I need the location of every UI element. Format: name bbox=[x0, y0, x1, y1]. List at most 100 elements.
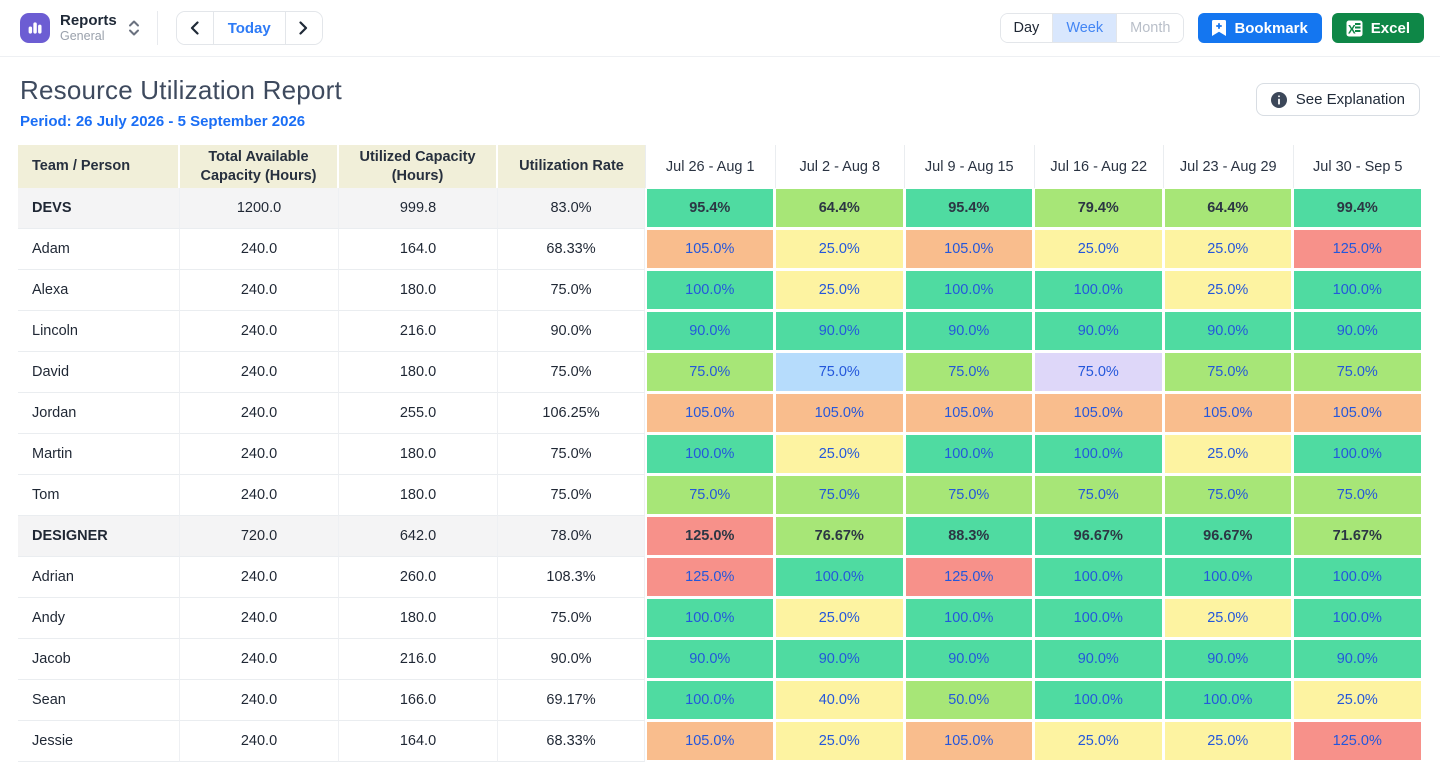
utilization-value: 100.0% bbox=[1294, 435, 1421, 473]
utilization-value: 100.0% bbox=[1294, 271, 1421, 309]
table-body: DEVS 1200.0 999.8 83.0% 95.4% 64.4% 95.4% 79.4%… bbox=[18, 188, 1422, 762]
utilization-week-cell: 90.0% bbox=[1163, 311, 1293, 352]
utilization-value: 75.0% bbox=[905, 353, 1032, 391]
excel-export-button[interactable]: X Excel bbox=[1331, 13, 1424, 43]
utilization-value: 25.0% bbox=[776, 599, 903, 637]
utilization-week-cell: 100.0% bbox=[1033, 598, 1163, 639]
info-icon bbox=[1270, 91, 1287, 108]
view-mode-month[interactable]: Month bbox=[1116, 14, 1184, 42]
utilization-value: 25.0% bbox=[1164, 722, 1291, 760]
utilization-value: 125.0% bbox=[1294, 722, 1421, 760]
total-value: 720.0 bbox=[180, 516, 339, 557]
column-header: Utilized Capacity (Hours) bbox=[339, 145, 498, 188]
utilization-value: 25.0% bbox=[1164, 435, 1291, 473]
team-person-name: Tom bbox=[18, 475, 180, 516]
utilization-value: 90.0% bbox=[905, 312, 1032, 350]
utilization-week-cell: 90.0% bbox=[1033, 311, 1163, 352]
utilization-week-cell: 76.67% bbox=[774, 516, 904, 557]
utilization-value: 96.67% bbox=[1035, 517, 1162, 555]
utilized-value: 166.0 bbox=[339, 680, 498, 721]
date-navigation: Today bbox=[175, 11, 323, 45]
report-switcher-chevron-icon[interactable] bbox=[127, 19, 141, 37]
utilization-week-cell: 125.0% bbox=[1292, 721, 1422, 762]
utilization-value: 105.0% bbox=[646, 394, 773, 432]
utilization-value: 90.0% bbox=[905, 640, 1032, 678]
utilization-value: 90.0% bbox=[776, 640, 903, 678]
utilization-week-cell: 99.4% bbox=[1292, 188, 1422, 229]
previous-period-button[interactable] bbox=[176, 12, 213, 44]
utilization-value: 100.0% bbox=[905, 599, 1032, 637]
team-person-name: Andy bbox=[18, 598, 180, 639]
utilization-week-cell: 64.4% bbox=[774, 188, 904, 229]
utilization-value: 100.0% bbox=[646, 435, 773, 473]
bookmark-plus-icon bbox=[1212, 20, 1227, 36]
utilization-value: 75.0% bbox=[1164, 476, 1291, 514]
person-row: Adrian 240.0 260.0 108.3% 125.0% 100.0% 125.0%… bbox=[18, 557, 1422, 598]
utilization-week-cell: 100.0% bbox=[1033, 557, 1163, 598]
utilization-week-cell: 79.4% bbox=[1033, 188, 1163, 229]
utilization-value: 90.0% bbox=[646, 312, 773, 350]
utilization-week-cell: 25.0% bbox=[1033, 721, 1163, 762]
utilization-value: 75.0% bbox=[646, 353, 773, 391]
utilization-value: 100.0% bbox=[1294, 558, 1421, 596]
utilization-week-cell: 105.0% bbox=[1033, 393, 1163, 434]
view-mode-day[interactable]: Day bbox=[1000, 14, 1053, 42]
utilization-value: 25.0% bbox=[1294, 681, 1421, 719]
utilization-value: 25.0% bbox=[1164, 271, 1291, 309]
today-button[interactable]: Today bbox=[212, 12, 286, 44]
utilization-week-cell: 100.0% bbox=[774, 557, 904, 598]
team-person-name: Jordan bbox=[18, 393, 180, 434]
utilization-week-cell: 25.0% bbox=[774, 721, 904, 762]
view-mode-week[interactable]: Week bbox=[1052, 14, 1117, 42]
utilization-week-cell: 100.0% bbox=[1292, 598, 1422, 639]
utilization-value: 40.0% bbox=[776, 681, 903, 719]
person-row: Andy 240.0 180.0 75.0% 100.0% 25.0% 100.0% 100.… bbox=[18, 598, 1422, 639]
utilization-value: 25.0% bbox=[776, 435, 903, 473]
person-row: David 240.0 180.0 75.0% 75.0% 75.0% 75.0% 75.0%… bbox=[18, 352, 1422, 393]
week-column-header: Jul 26 - Aug 1 bbox=[645, 145, 775, 188]
utilization-week-cell: 125.0% bbox=[645, 516, 775, 557]
team-person-name: Lincoln bbox=[18, 311, 180, 352]
utilization-value: 100.0% bbox=[646, 271, 773, 309]
utilization-value: 25.0% bbox=[776, 722, 903, 760]
utilization-week-cell: 90.0% bbox=[1033, 639, 1163, 680]
total-value: 240.0 bbox=[180, 557, 339, 598]
excel-button-label: Excel bbox=[1370, 19, 1410, 37]
utilization-value: 71.67% bbox=[1294, 517, 1421, 555]
utilization-value: 100.0% bbox=[1035, 558, 1162, 596]
utilization-value: 99.4% bbox=[1294, 189, 1421, 227]
see-explanation-label: See Explanation bbox=[1295, 91, 1405, 108]
see-explanation-button[interactable]: See Explanation bbox=[1255, 83, 1420, 116]
app-subtitle: General bbox=[60, 29, 105, 44]
utilization-week-cell: 75.0% bbox=[1292, 475, 1422, 516]
week-column-header: Jul 16 - Aug 22 bbox=[1033, 145, 1163, 188]
bookmark-button[interactable]: Bookmark bbox=[1198, 13, 1322, 43]
utilization-week-cell: 90.0% bbox=[645, 639, 775, 680]
rate-value: 75.0% bbox=[498, 475, 645, 516]
total-value: 240.0 bbox=[180, 270, 339, 311]
utilization-week-cell: 90.0% bbox=[904, 639, 1034, 680]
utilization-value: 100.0% bbox=[1035, 599, 1162, 637]
utilization-value: 100.0% bbox=[776, 558, 903, 596]
utilization-week-cell: 88.3% bbox=[904, 516, 1034, 557]
person-row: Sean 240.0 166.0 69.17% 100.0% 40.0% 50.0% 100.… bbox=[18, 680, 1422, 721]
utilization-week-cell: 75.0% bbox=[1292, 352, 1422, 393]
utilization-week-cell: 125.0% bbox=[1292, 229, 1422, 270]
team-person-name: Adam bbox=[18, 229, 180, 270]
utilization-week-cell: 105.0% bbox=[774, 393, 904, 434]
utilization-week-cell: 75.0% bbox=[645, 475, 775, 516]
utilization-value: 96.67% bbox=[1164, 517, 1291, 555]
utilization-value: 25.0% bbox=[1035, 230, 1162, 268]
utilization-value: 25.0% bbox=[776, 230, 903, 268]
topbar: Reports General Today Day Week Month bbox=[0, 0, 1440, 57]
utilization-value: 90.0% bbox=[1164, 312, 1291, 350]
app-title-block: Reports General bbox=[60, 12, 117, 44]
utilization-week-cell: 75.0% bbox=[774, 352, 904, 393]
person-row: Alexa 240.0 180.0 75.0% 100.0% 25.0% 100.0% 100… bbox=[18, 270, 1422, 311]
total-value: 240.0 bbox=[180, 229, 339, 270]
total-value: 240.0 bbox=[180, 434, 339, 475]
person-row: Jacob 240.0 216.0 90.0% 90.0% 90.0% 90.0% 90.0%… bbox=[18, 639, 1422, 680]
next-period-button[interactable] bbox=[285, 12, 322, 44]
team-row: DESIGNER 720.0 642.0 78.0% 125.0% 76.67% 88.3%… bbox=[18, 516, 1422, 557]
team-person-name: Sean bbox=[18, 680, 180, 721]
